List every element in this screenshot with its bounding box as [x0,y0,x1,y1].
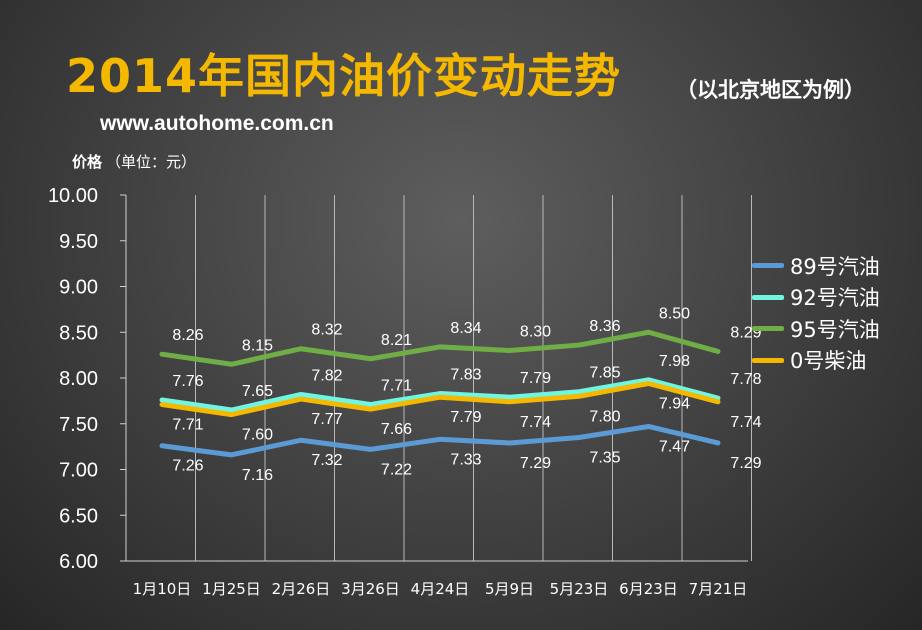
series-line [159,380,721,418]
series-line [159,423,721,458]
source-url: www.autohome.com.cn [100,112,334,135]
data-label: 7.32 [311,452,342,469]
data-label: 7.74 [730,414,761,431]
data-label: 8.32 [311,322,342,339]
x-tick-label: 4月24日 [411,580,470,598]
y-tick-label: 8.50 [59,322,98,344]
series-line [159,329,721,367]
data-label: 8.50 [659,305,690,322]
legend: 89号汽油 92号汽油 95号汽油 0号柴油 [752,250,880,376]
legend-item-92: 92号汽油 [752,282,880,314]
y-tick-label: 9.00 [59,277,98,299]
x-tick-label: 2月26日 [272,580,331,598]
legend-swatch-89 [752,263,784,269]
legend-label-0: 0号柴油 [790,349,867,374]
data-label: 7.65 [242,383,273,400]
legend-label-89: 89号汽油 [790,254,880,279]
data-label: 7.29 [520,455,551,472]
legend-swatch-92 [752,294,784,300]
data-label: 7.80 [589,408,620,425]
y-tick-label: 10.00 [48,185,98,207]
data-label: 7.35 [589,449,620,466]
series-line [159,377,721,413]
data-label: 7.29 [730,455,761,472]
y-tick-label: 7.00 [59,460,98,482]
x-tick-label: 1月25日 [202,580,261,598]
data-label: 7.71 [381,378,412,395]
data-label: 7.71 [172,417,203,434]
data-label: 8.26 [172,327,203,344]
legend-label-92: 92号汽油 [790,286,880,311]
data-label: 8.21 [381,332,412,349]
data-label: 7.76 [172,373,203,390]
y-tick-label: 8.00 [59,368,98,390]
legend-swatch-0 [752,357,784,363]
y-axis-label: 价格 （单位：元） [72,151,196,172]
data-label: 7.26 [172,458,203,475]
x-tick-label: 7月21日 [689,580,748,598]
legend-item-89: 89号汽油 [752,250,880,282]
y-tick-label: 6.50 [59,505,98,527]
data-label: 7.74 [520,414,551,431]
data-label: 7.85 [589,365,620,382]
data-label: 7.16 [242,467,273,484]
legend-item-0: 0号柴油 [752,345,880,377]
data-label: 7.79 [520,370,551,387]
chart-title: 2014年国内油价变动走势 [66,49,622,103]
data-label: 7.66 [381,421,412,438]
data-label: 8.36 [589,318,620,335]
y-axis-title: 价格 [72,153,103,171]
y-axis-unit: （单位：元） [106,153,197,171]
legend-item-95: 95号汽油 [752,313,880,345]
x-tick-label: 6月23日 [619,580,678,598]
data-label: 7.79 [450,409,481,426]
x-tick-label: 3月26日 [341,580,400,598]
x-tick-label: 5月9日 [485,580,534,598]
data-label: 7.94 [659,395,690,412]
data-label: 8.30 [520,324,551,341]
x-tick-label: 5月23日 [550,580,609,598]
legend-label-95: 95号汽油 [790,317,880,342]
y-tick-label: 7.50 [59,414,98,436]
y-tick-label: 9.50 [59,231,98,253]
x-tick-label: 1月10日 [133,580,192,598]
data-label: 7.22 [381,461,412,478]
data-label: 7.82 [311,367,342,384]
data-label: 7.78 [730,371,761,388]
chart-subtitle: （以北京地区为例） [676,78,865,102]
y-tick-label: 6.00 [59,551,98,573]
data-label: 7.60 [242,427,273,444]
data-label: 8.15 [242,337,273,354]
data-label: 7.77 [311,411,342,428]
data-label: 7.83 [450,367,481,384]
data-label: 7.33 [450,451,481,468]
data-label: 7.47 [659,438,690,455]
legend-swatch-95 [752,326,784,332]
data-label: 8.34 [450,320,481,337]
data-label: 7.98 [659,353,690,370]
